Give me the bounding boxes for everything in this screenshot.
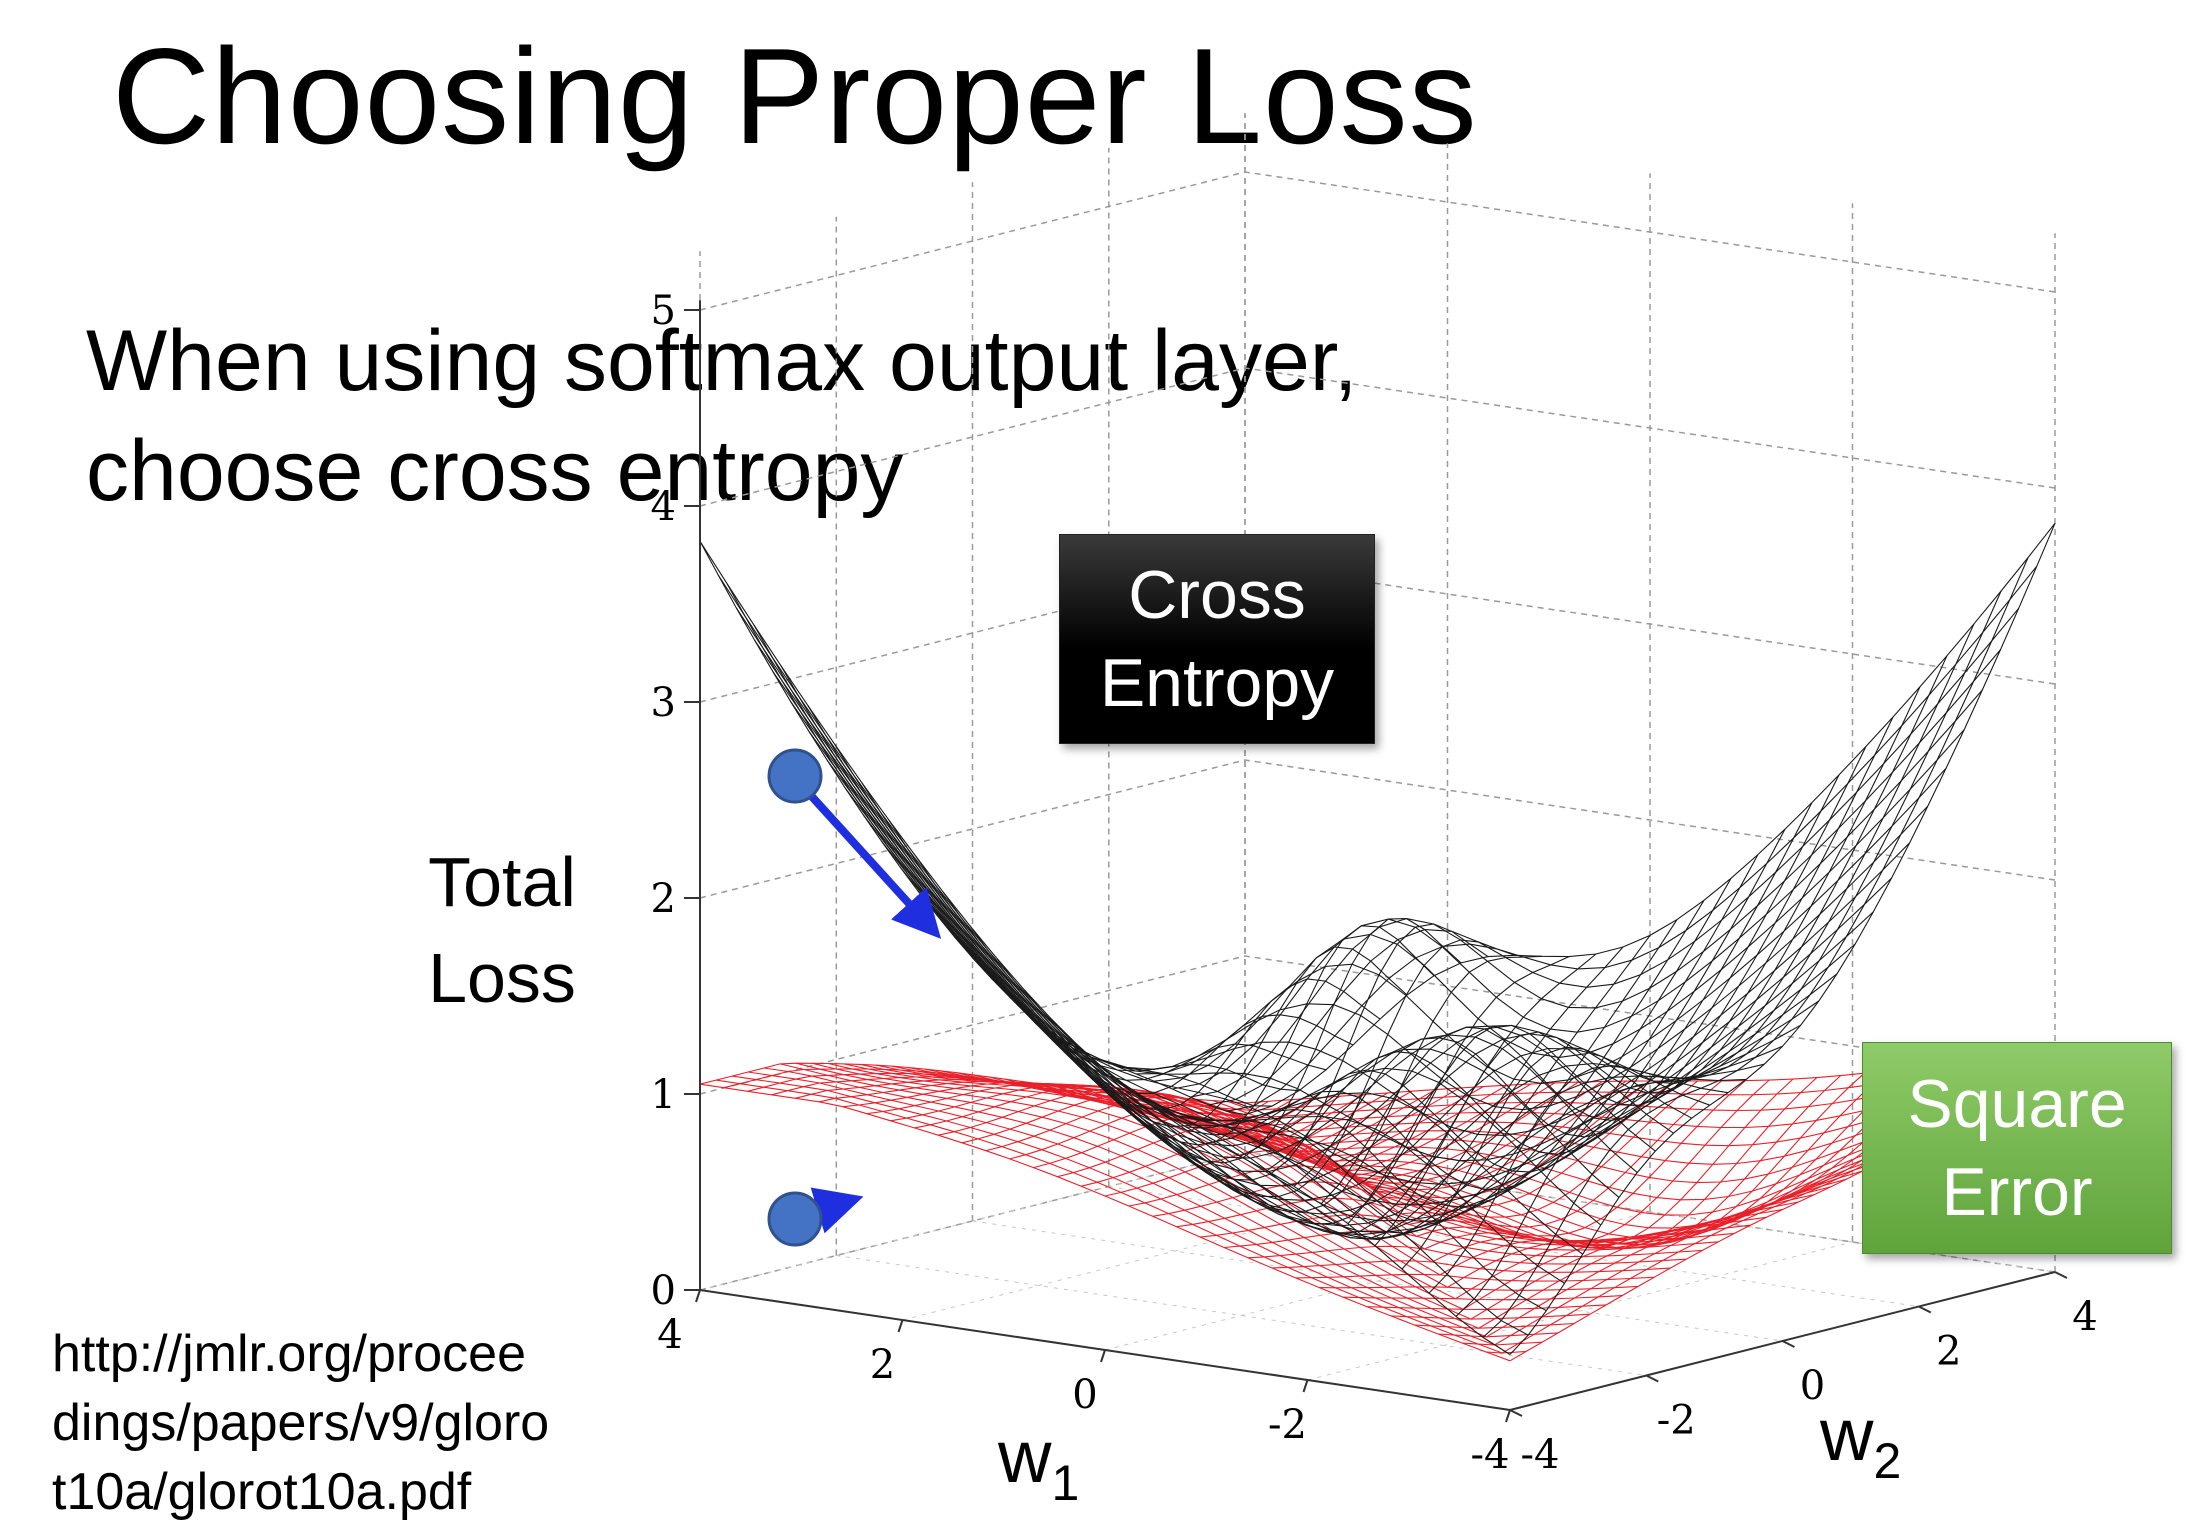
w2-tick-label: -4 <box>1521 1432 1560 1478</box>
cross-entropy-gradient-arrow <box>792 775 942 939</box>
z-tick-label: 2 <box>651 876 676 922</box>
w1-tick-label: 0 <box>1072 1372 1097 1418</box>
cross-entropy-badge-line-2: Entropy <box>1099 645 1335 721</box>
w2-tick-label: 4 <box>2072 1294 2097 1340</box>
total-loss-label-line-2: Loss <box>428 939 576 1017</box>
cross-entropy-badge-line-1: Cross <box>1128 556 1306 633</box>
reference-url-line-3: t10a/glorot10a.pdf <box>52 1463 472 1521</box>
body-text-line-1: When using softmax output layer, <box>86 313 1358 409</box>
body-text-line-2: choose cross entropy <box>86 423 904 519</box>
w1-tick-label: 2 <box>870 1342 895 1388</box>
w2-tick-label: -2 <box>1657 1398 1696 1444</box>
cross-entropy-badge: Cross Entropy <box>1059 534 1375 744</box>
square-error-badge-line-1: Square <box>1907 1065 2127 1142</box>
z-tick-label: 5 <box>651 288 676 334</box>
w1-tick-label: -2 <box>1268 1402 1307 1448</box>
z-tick-label: 3 <box>651 680 676 726</box>
square-error-badge: Square Error <box>1862 1042 2172 1254</box>
z-tick-label: 0 <box>651 1268 676 1314</box>
page-title: Choosing Proper Loss <box>112 20 1478 172</box>
w2-tick-label: 2 <box>1936 1329 1961 1375</box>
cross-entropy-start-point <box>767 748 823 804</box>
w1-tick-label: -4 <box>1471 1432 1510 1478</box>
w1-axis-label: w1 <box>997 1415 1079 1511</box>
square-error-badge-line-2: Error <box>1941 1154 2093 1230</box>
plot-axes <box>684 300 2068 1423</box>
w2-axis-label: w2 <box>1819 1393 1901 1489</box>
w2-tick-label: 0 <box>1800 1363 1825 1409</box>
total-loss-label-line-1: Total <box>428 843 576 921</box>
z-tick-label: 4 <box>651 484 676 530</box>
square-error-start-point <box>767 1191 823 1247</box>
reference-url-line-1: http://jmlr.org/procee <box>52 1325 526 1383</box>
square-error-mesh <box>699 1056 2056 1362</box>
z-tick-label: 1 <box>651 1072 676 1118</box>
reference-url-line-2: dings/papers/v9/gloro <box>52 1394 550 1452</box>
w1-tick-label: 4 <box>657 1312 682 1358</box>
cross-entropy-mesh <box>699 522 2056 1355</box>
